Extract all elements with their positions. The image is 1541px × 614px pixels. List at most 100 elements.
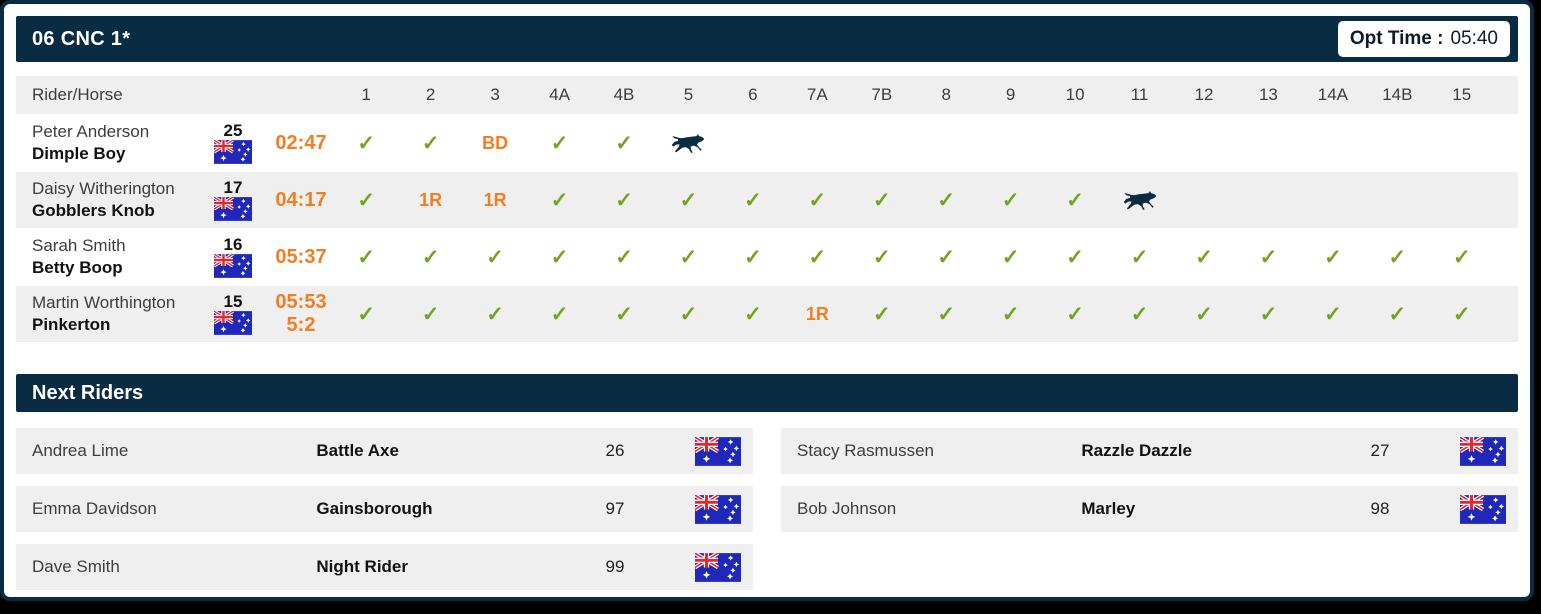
rider-horse-cell: Sarah Smith Betty Boop	[16, 235, 198, 279]
fence-cell: ✓	[721, 188, 785, 213]
fence-cell: ✓	[1236, 302, 1300, 327]
next-rider-entry: Andrea Lime Battle Axe 26	[16, 428, 753, 474]
next-competitor-number: 99	[605, 557, 625, 576]
next-riders-header: Next Riders	[16, 374, 1518, 412]
australia-flag-icon	[214, 311, 252, 335]
check-icon: ✓	[615, 131, 633, 155]
check-icon: ✓	[421, 302, 440, 326]
score-table-header: Rider/Horse 1 2 3 4A 4B 5 6 7A 7B 8 9 10 11 12 13 14A 14…	[16, 76, 1518, 114]
fence-cell: ✓	[656, 245, 720, 270]
fence-cell: ✓	[463, 245, 527, 270]
ride-time: 05:53	[275, 291, 327, 313]
next-horse-name: Razzle Dazzle	[1081, 441, 1192, 460]
fence-cell: 1R	[398, 190, 462, 211]
rider-horse-cell: Martin Worthington Pinkerton	[16, 292, 198, 336]
check-icon: ✓	[679, 245, 698, 269]
fence-cell: ✓	[850, 188, 914, 213]
australia-flag-icon	[1460, 437, 1506, 466]
check-icon: ✓	[1195, 302, 1213, 326]
fence-cell: ✓	[527, 302, 591, 327]
fence-column-header: 6	[748, 85, 758, 104]
fence-cell: ✓	[721, 245, 785, 270]
check-icon: ✓	[1001, 302, 1020, 326]
check-icon: ✓	[486, 302, 504, 326]
fence-cell: ✓	[978, 245, 1042, 270]
check-icon: ✓	[937, 302, 956, 326]
next-rider-name: Emma Davidson	[32, 499, 157, 518]
fence-cell: ✓	[527, 245, 591, 270]
check-icon: ✓	[550, 188, 569, 212]
check-icon: ✓	[744, 188, 762, 212]
fence-cell: ✓	[592, 302, 656, 327]
competitor-number-cell: 16	[198, 235, 268, 279]
check-icon: ✓	[1066, 302, 1084, 326]
check-icon: ✓	[357, 302, 376, 326]
fence-cell: ✓	[1430, 245, 1494, 270]
check-icon: ✓	[937, 188, 956, 212]
event-header: 06 CNC 1* Opt Time : 05:40	[16, 16, 1518, 62]
check-icon: ✓	[872, 302, 891, 326]
check-icon: ✓	[872, 188, 891, 212]
check-icon: ✓	[1324, 302, 1342, 326]
fence-cell: 1R	[463, 190, 527, 211]
fence-cell: ✓	[592, 188, 656, 213]
next-rider-entry: Stacy Rasmussen Razzle Dazzle 27	[781, 428, 1518, 474]
competitor-number-cell: 15	[198, 291, 268, 336]
next-rider-entry: Emma Davidson Gainsborough 97	[16, 486, 753, 532]
fence-cell: 1R	[785, 304, 849, 325]
fence-cell: ✓	[978, 302, 1042, 327]
check-icon: ✓	[937, 245, 956, 269]
rider-horse-cell: Peter Anderson Dimple Boy	[16, 121, 198, 165]
fence-cell: ✓	[656, 302, 720, 327]
fence-column-header: 4B	[613, 85, 635, 104]
check-icon: ✓	[615, 302, 633, 326]
rider-horse-column-header: Rider/Horse	[32, 85, 123, 104]
fence-cell: ✓	[1172, 302, 1236, 327]
fence-cell: ✓	[1107, 245, 1171, 270]
opt-time-badge: Opt Time : 05:40	[1337, 21, 1510, 57]
time-cell: 05:53 5:2	[268, 291, 334, 337]
australia-flag-icon	[695, 495, 741, 524]
fence-cell	[656, 133, 720, 154]
time-penalty: 5:2	[286, 314, 316, 336]
check-icon: ✓	[1388, 245, 1407, 269]
ride-time: 05:37	[275, 245, 327, 268]
next-rider-name: Bob Johnson	[797, 499, 897, 518]
fence-column-header: 12	[1194, 85, 1214, 104]
check-icon: ✓	[744, 302, 762, 326]
fence-cell: ✓	[1236, 245, 1300, 270]
fence-cell: ✓	[334, 188, 398, 213]
opt-time-value: 05:40	[1450, 28, 1498, 49]
next-horse-name: Battle Axe	[316, 441, 399, 460]
australia-flag-icon	[695, 553, 741, 582]
check-icon: ✓	[872, 245, 891, 269]
next-flag-cell	[1460, 495, 1508, 524]
fence-cell: ✓	[334, 302, 398, 327]
fence-column-header: 9	[1005, 85, 1016, 104]
fence-cell: ✓	[1365, 302, 1429, 327]
fence-cell: ✓	[527, 188, 591, 213]
fence-cell: ✓	[527, 131, 591, 156]
check-icon: ✓	[1001, 188, 1020, 212]
check-icon: ✓	[1001, 245, 1020, 269]
check-icon: ✓	[1452, 302, 1471, 326]
fence-column-header: 13	[1258, 85, 1278, 104]
time-cell: 05:37	[268, 246, 334, 269]
fence-cell: ✓	[398, 302, 462, 327]
australia-flag-icon	[214, 140, 252, 164]
fence-cell: ✓	[850, 302, 914, 327]
check-icon: ✓	[357, 245, 376, 269]
fence-cell: ✓	[398, 131, 462, 156]
next-riders-title: Next Riders	[32, 381, 144, 404]
fence-column-header: 14A	[1317, 85, 1348, 104]
competitor-number: 15	[223, 291, 243, 311]
fence-fault: 1R	[483, 189, 507, 210]
check-icon: ✓	[1259, 302, 1278, 326]
fence-cell: ✓	[592, 131, 656, 156]
check-icon: ✓	[1259, 245, 1278, 269]
rider-name: Martin Worthington	[32, 292, 176, 312]
fence-cell: ✓	[785, 245, 849, 270]
fence-cell: ✓	[398, 245, 462, 270]
fence-cell: ✓	[334, 131, 398, 156]
fence-column-header: 11	[1130, 85, 1149, 104]
